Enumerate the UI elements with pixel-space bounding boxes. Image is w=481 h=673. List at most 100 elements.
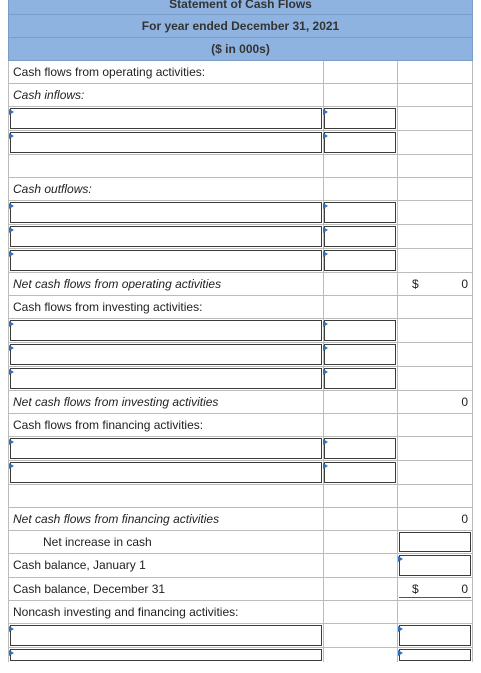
dropdown-marker-icon bbox=[9, 439, 14, 445]
financing-entry-row bbox=[8, 437, 473, 461]
outflow-entry-row bbox=[8, 249, 473, 273]
net-operating-label: Net cash flows from operating activities bbox=[13, 277, 222, 291]
noncash-description-input[interactable] bbox=[10, 625, 322, 646]
investing-label: Cash flows from investing activities: bbox=[13, 300, 203, 314]
cash-begin-input[interactable] bbox=[399, 555, 471, 576]
dropdown-marker-icon bbox=[323, 203, 328, 209]
net-investing-row: Net cash flows from investing activities… bbox=[8, 391, 473, 414]
investing-entry-row bbox=[8, 343, 473, 367]
noncash-entry-row bbox=[8, 624, 473, 648]
spacer-row bbox=[8, 155, 473, 178]
statement-title: Statement of Cash Flows bbox=[9, 0, 472, 15]
inflow-description-input[interactable] bbox=[10, 108, 322, 129]
dropdown-marker-icon bbox=[9, 321, 14, 327]
operating-label: Cash flows from operating activities: bbox=[13, 65, 206, 79]
dropdown-marker-icon bbox=[9, 227, 14, 233]
cash-begin-row: Cash balance, January 1 bbox=[8, 554, 473, 578]
inflows-label: Cash inflows: bbox=[13, 88, 85, 102]
net-operating-value: 0 bbox=[461, 277, 468, 291]
inflow-entry-row bbox=[8, 131, 473, 155]
investing-entry-row bbox=[8, 319, 473, 343]
inflows-row: Cash inflows: bbox=[8, 84, 473, 107]
investing-amount-input[interactable] bbox=[324, 344, 396, 365]
dropdown-marker-icon bbox=[398, 556, 403, 562]
net-increase-input[interactable] bbox=[399, 532, 471, 552]
noncash-amount-input[interactable] bbox=[399, 625, 471, 646]
dropdown-marker-icon bbox=[323, 227, 328, 233]
dropdown-marker-icon bbox=[9, 463, 14, 469]
spacer-row bbox=[8, 485, 473, 508]
financing-entry-row bbox=[8, 461, 473, 485]
investing-section-row: Cash flows from investing activities: bbox=[8, 296, 473, 319]
dropdown-marker-icon bbox=[9, 251, 14, 257]
investing-description-input[interactable] bbox=[10, 320, 322, 341]
investing-description-input[interactable] bbox=[10, 368, 322, 389]
outflow-description-input[interactable] bbox=[10, 226, 322, 247]
outflow-amount-input[interactable] bbox=[324, 250, 396, 271]
outflows-label: Cash outflows: bbox=[13, 182, 92, 196]
statement-header: Statement of Cash Flows For year ended D… bbox=[8, 0, 473, 61]
dropdown-marker-icon bbox=[9, 203, 14, 209]
dropdown-marker-icon bbox=[9, 650, 14, 656]
investing-amount-input[interactable] bbox=[324, 320, 396, 341]
dropdown-marker-icon bbox=[9, 626, 14, 632]
noncash-description-input[interactable] bbox=[10, 649, 322, 661]
dropdown-marker-icon bbox=[9, 109, 14, 115]
inflow-description-input[interactable] bbox=[10, 132, 322, 153]
net-increase-row: Net increase in cash bbox=[8, 531, 473, 554]
outflow-description-input[interactable] bbox=[10, 250, 322, 271]
noncash-amount-input[interactable] bbox=[399, 649, 471, 661]
net-investing-label: Net cash flows from investing activities bbox=[13, 395, 219, 409]
statement-period: For year ended December 31, 2021 bbox=[9, 15, 472, 38]
investing-entry-row bbox=[8, 367, 473, 391]
outflow-amount-input[interactable] bbox=[324, 202, 396, 223]
net-financing-label: Net cash flows from financing activities bbox=[13, 512, 220, 526]
financing-description-input[interactable] bbox=[10, 438, 322, 459]
net-investing-value: 0 bbox=[461, 395, 468, 409]
net-financing-value: 0 bbox=[461, 512, 468, 526]
cash-flow-statement: Statement of Cash Flows For year ended D… bbox=[8, 0, 473, 662]
dropdown-marker-icon bbox=[323, 109, 328, 115]
dropdown-marker-icon bbox=[323, 439, 328, 445]
dropdown-marker-icon bbox=[9, 369, 14, 375]
cash-end-label: Cash balance, December 31 bbox=[13, 582, 166, 596]
cash-end-row: Cash balance, December 31 $0 bbox=[8, 578, 473, 601]
dropdown-marker-icon bbox=[398, 650, 403, 656]
financing-label: Cash flows from financing activities: bbox=[13, 418, 204, 432]
dropdown-marker-icon bbox=[323, 321, 328, 327]
noncash-entry-row bbox=[8, 648, 473, 662]
dropdown-marker-icon bbox=[9, 133, 14, 139]
financing-amount-input[interactable] bbox=[324, 462, 396, 483]
financing-section-row: Cash flows from financing activities: bbox=[8, 414, 473, 437]
cash-end-underline bbox=[399, 580, 471, 598]
cash-begin-label: Cash balance, January 1 bbox=[13, 558, 146, 572]
financing-amount-input[interactable] bbox=[324, 438, 396, 459]
dropdown-marker-icon bbox=[323, 251, 328, 257]
investing-amount-input[interactable] bbox=[324, 368, 396, 389]
outflows-row: Cash outflows: bbox=[8, 178, 473, 201]
dropdown-marker-icon bbox=[323, 133, 328, 139]
outflow-amount-input[interactable] bbox=[324, 226, 396, 247]
noncash-row: Noncash investing and financing activiti… bbox=[8, 601, 473, 624]
outflow-description-input[interactable] bbox=[10, 202, 322, 223]
outflow-entry-row bbox=[8, 225, 473, 249]
inflow-amount-input[interactable] bbox=[324, 132, 396, 153]
inflow-entry-row bbox=[8, 107, 473, 131]
currency-symbol: $ bbox=[412, 582, 419, 596]
financing-description-input[interactable] bbox=[10, 462, 322, 483]
net-operating-row: Net cash flows from operating activities… bbox=[8, 273, 473, 296]
statement-units: ($ in 000s) bbox=[9, 38, 472, 61]
dropdown-marker-icon bbox=[323, 463, 328, 469]
investing-description-input[interactable] bbox=[10, 344, 322, 365]
net-financing-row: Net cash flows from financing activities… bbox=[8, 508, 473, 531]
dropdown-marker-icon bbox=[323, 369, 328, 375]
cash-end-value: 0 bbox=[461, 582, 468, 596]
inflow-amount-input[interactable] bbox=[324, 108, 396, 129]
dropdown-marker-icon bbox=[398, 626, 403, 632]
dropdown-marker-icon bbox=[9, 345, 14, 351]
currency-symbol: $ bbox=[412, 277, 419, 291]
dropdown-marker-icon bbox=[323, 345, 328, 351]
noncash-label: Noncash investing and financing activiti… bbox=[13, 605, 239, 619]
net-increase-label: Net increase in cash bbox=[43, 535, 152, 549]
outflow-entry-row bbox=[8, 201, 473, 225]
